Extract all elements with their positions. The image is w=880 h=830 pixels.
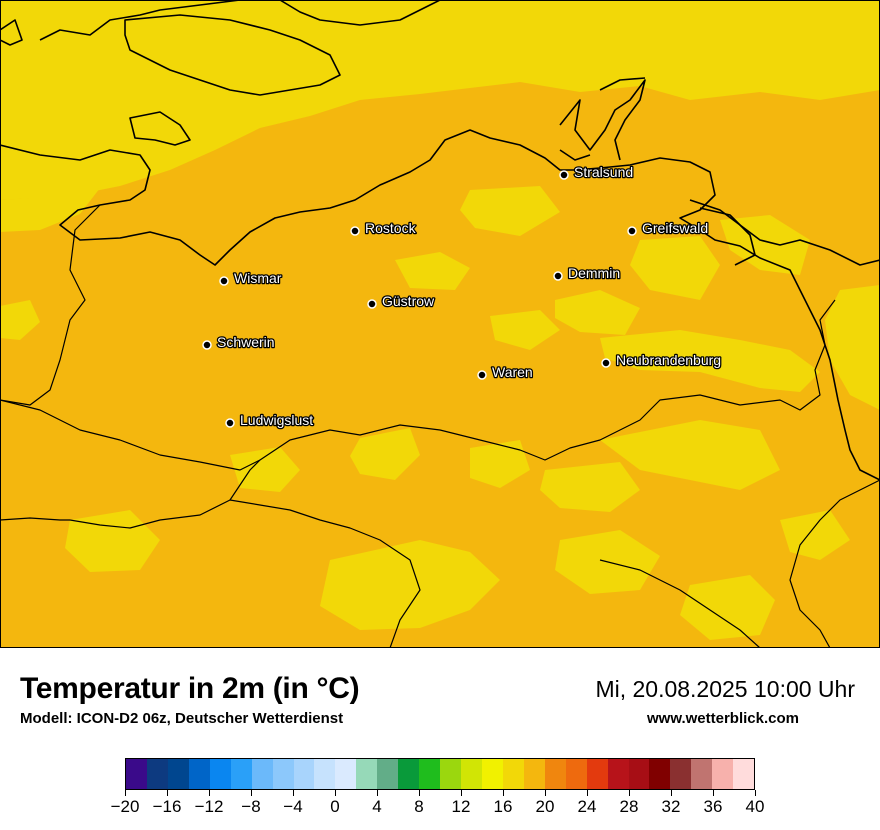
- colorbar-segment: [628, 759, 650, 789]
- colorbar-tick: [544, 790, 546, 796]
- colorbar-segment: [188, 759, 210, 789]
- colorbar-tick-label: 0: [330, 797, 340, 816]
- city-markers: Stralsund Rostock Greifswald Wismar Demm…: [202, 163, 722, 429]
- colorbar-tick: [376, 790, 378, 796]
- forecast-datetime: Mi, 20.08.2025 10:00 Uhr: [595, 676, 855, 702]
- city-demmin: Demmin: [553, 264, 621, 282]
- colorbar-tick-label: 8: [414, 797, 424, 816]
- colorbar-segment: [126, 759, 147, 789]
- colorbar-segment: [419, 759, 441, 789]
- city-neubrandenburg: Neubrandenburg: [601, 351, 722, 369]
- colorbar-segment: [440, 759, 461, 789]
- colorbar-segment: [293, 759, 315, 789]
- city-label: Stralsund: [574, 164, 633, 180]
- colorbar-segment: [146, 759, 168, 789]
- colorbar-tick: [292, 790, 294, 796]
- city-schwerin: Schwerin: [202, 333, 276, 351]
- colorbar-tick-label: −16: [152, 797, 182, 816]
- colorbar-tick-label: 36: [703, 797, 723, 816]
- colorbar-tick-label: 4: [372, 797, 382, 816]
- colorbar-segment: [314, 759, 336, 789]
- colorbar-segment: [167, 759, 189, 789]
- colorbar-segment: [481, 759, 503, 789]
- colorbar-tick-label: 16: [493, 797, 513, 816]
- colorbar-segment: [209, 759, 231, 789]
- website-link[interactable]: www.wetterblick.com: [647, 710, 799, 727]
- model-info: Modell: ICON-D2 06z, Deutscher Wetterdie…: [20, 710, 344, 727]
- city-wismar: Wismar: [219, 269, 283, 287]
- state-borders: [0, 204, 880, 648]
- city-label: Wismar: [234, 270, 282, 286]
- city-label: Demmin: [568, 265, 620, 281]
- city-label: Greifswald: [642, 220, 708, 236]
- colorbar-segment: [733, 759, 755, 789]
- colorbar-segment: [251, 759, 273, 789]
- colorbar-tick-label: −4: [283, 797, 303, 816]
- colorbar-segment: [670, 759, 692, 789]
- colorbar-tick-label: −20: [110, 797, 140, 816]
- colorbar-tick: [166, 790, 168, 796]
- colorbar-tick-label: 12: [451, 797, 471, 816]
- city-label: Güstrow: [382, 293, 435, 309]
- city-rostock: Rostock: [350, 219, 418, 237]
- colorbar-tick: [712, 790, 714, 796]
- colorbar-tick: [586, 790, 588, 796]
- colorbar-segment: [461, 759, 482, 789]
- colorbar-tick: [670, 790, 672, 796]
- colorbar-tick: [754, 790, 756, 796]
- city-stralsund: Stralsund: [559, 163, 634, 181]
- colorbar-tick-label: 20: [535, 797, 555, 816]
- colorbar-tick: [208, 790, 210, 796]
- city-label: Ludwigslust: [240, 412, 313, 428]
- colorbar-tick-label: 32: [661, 797, 681, 816]
- colorbar-tick: [334, 790, 336, 796]
- temperature-colorbar: [125, 758, 755, 790]
- colorbar-segment: [377, 759, 399, 789]
- colorbar-tick-label: 24: [577, 797, 597, 816]
- colorbar-segment: [712, 759, 734, 789]
- city-ludwigslust: Ludwigslust: [225, 411, 315, 429]
- coastlines: [0, 0, 880, 481]
- colorbar-segment: [502, 759, 524, 789]
- map-title: Temperatur in 2m (in °C): [20, 672, 360, 705]
- colorbar-tick: [418, 790, 420, 796]
- city-label: Schwerin: [217, 334, 275, 350]
- colorbar-segment: [565, 759, 587, 789]
- colorbar-segment: [335, 759, 357, 789]
- colorbar-tick-label: 40: [745, 797, 765, 816]
- colorbar-tick: [628, 790, 630, 796]
- city-label: Neubrandenburg: [616, 352, 721, 368]
- colorbar-tick-label: 28: [619, 797, 639, 816]
- city-greifswald: Greifswald: [627, 219, 709, 237]
- colorbar-tick-label: −8: [241, 797, 261, 816]
- colorbar-segment: [649, 759, 671, 789]
- colorbar-tick: [250, 790, 252, 796]
- colorbar-segment: [230, 759, 252, 789]
- colorbar-segment: [398, 759, 420, 789]
- colorbar-segment: [356, 759, 378, 789]
- colorbar-segment: [523, 759, 545, 789]
- city-guestrow: Güstrow: [367, 292, 436, 310]
- colorbar-segment: [586, 759, 608, 789]
- temperature-map: Stralsund Rostock Greifswald Wismar Demm…: [0, 0, 880, 648]
- colorbar-tick-label: −12: [194, 797, 224, 816]
- colorbar-segment: [544, 759, 566, 789]
- colorbar-segment: [691, 759, 713, 789]
- city-label: Rostock: [365, 220, 417, 236]
- colorbar-ticks: −20 −16 −12 −8 −4 0 4 8 12 16 20 24 28 32 36 40: [0, 790, 880, 830]
- colorbar-tick: [502, 790, 504, 796]
- colorbar-tick: [124, 790, 126, 796]
- colorbar-segment: [272, 759, 294, 789]
- city-waren: Waren: [477, 363, 534, 381]
- cool-zones: [0, 0, 880, 640]
- city-label: Waren: [492, 364, 533, 380]
- colorbar-segment: [607, 759, 629, 789]
- colorbar-tick: [460, 790, 462, 796]
